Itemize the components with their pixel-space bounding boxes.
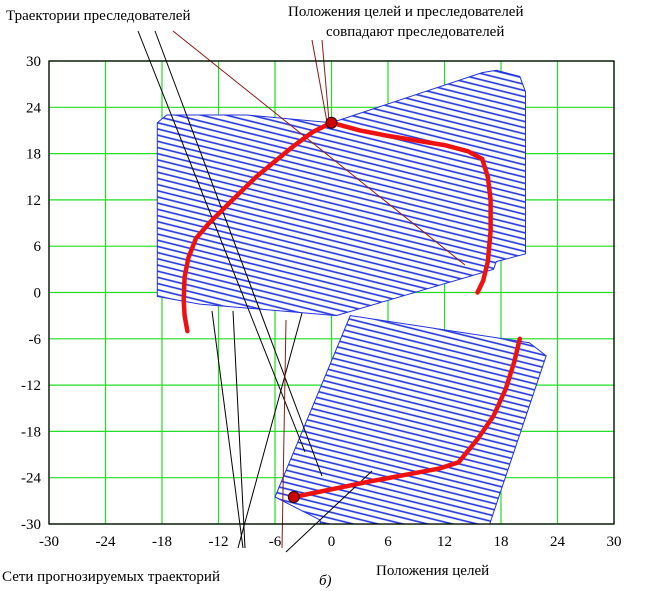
label-coincide-line1: Положения целей и преследователей [288, 4, 524, 20]
leader-line-4 [321, 39, 330, 122]
leader-line-5 [211, 310, 244, 549]
leader-line-7 [237, 312, 303, 549]
y-tick-label-4: 6 [34, 239, 42, 255]
leader-line-3 [311, 39, 328, 123]
leader-line-2 [172, 30, 466, 266]
y-tick-label-6: -6 [29, 332, 42, 348]
x-tick-label-6: 6 [384, 534, 392, 550]
leader-line-1 [154, 30, 323, 477]
leader-line-6 [232, 310, 246, 549]
y-tick-label-9: -24 [21, 471, 41, 487]
pursuer-trajectory-0 [181, 120, 334, 334]
y-tick-label-8: -18 [21, 424, 41, 440]
pursuer-trajectories [181, 116, 523, 503]
x-tick-label-9: 24 [550, 534, 566, 550]
leader-line-8 [281, 319, 287, 549]
x-tick-label-2: -18 [152, 534, 172, 550]
position-marker-0 [325, 116, 338, 129]
forecast-meshes [156, 69, 547, 525]
x-tick-label-10: 30 [607, 534, 622, 550]
label-coincide-line2: совпадают преследователей [326, 24, 505, 40]
y-tick-label-0: 30 [26, 54, 41, 70]
y-tick-label-7: -12 [21, 378, 41, 394]
tick-labels: -30 -24 -18 -12 -6 0 6 12 18 24 30 30 24 18 12 6 0 -6 -12 -… [21, 54, 622, 550]
x-tick-label-5: 0 [328, 534, 336, 550]
x-tick-label-8: 18 [494, 534, 509, 550]
plot-border [48, 60, 615, 525]
y-tick-label-1: 24 [26, 100, 42, 116]
x-tick-label-1: -24 [96, 534, 116, 550]
label-target-positions: Положения целей [376, 563, 490, 579]
x-tick-label-7: 12 [437, 534, 452, 550]
label-forecast-nets: Сети прогнозируемых траекторий [2, 569, 220, 585]
label-panel: б) [319, 573, 332, 589]
y-tick-label-3: 12 [26, 193, 41, 209]
plot-frame [48, 60, 615, 525]
x-tick-label-4: -6 [269, 534, 282, 550]
y-tick-label-5: 0 [34, 286, 42, 302]
position-marker-1 [287, 490, 300, 503]
label-pursuer-trajectories: Траектории преследователей [6, 8, 191, 24]
forecast-mesh-0 [156, 69, 526, 317]
pursuer-trajectory-1 [329, 120, 493, 295]
y-tick-label-2: 18 [26, 147, 41, 163]
pursuer-trajectory-2 [291, 336, 523, 500]
x-tick-label-3: -12 [209, 534, 229, 550]
leader-lines [137, 30, 466, 553]
y-tick-label-10: -30 [21, 517, 41, 533]
leader-line-0 [137, 30, 306, 453]
x-tick-label-0: -30 [39, 534, 59, 550]
